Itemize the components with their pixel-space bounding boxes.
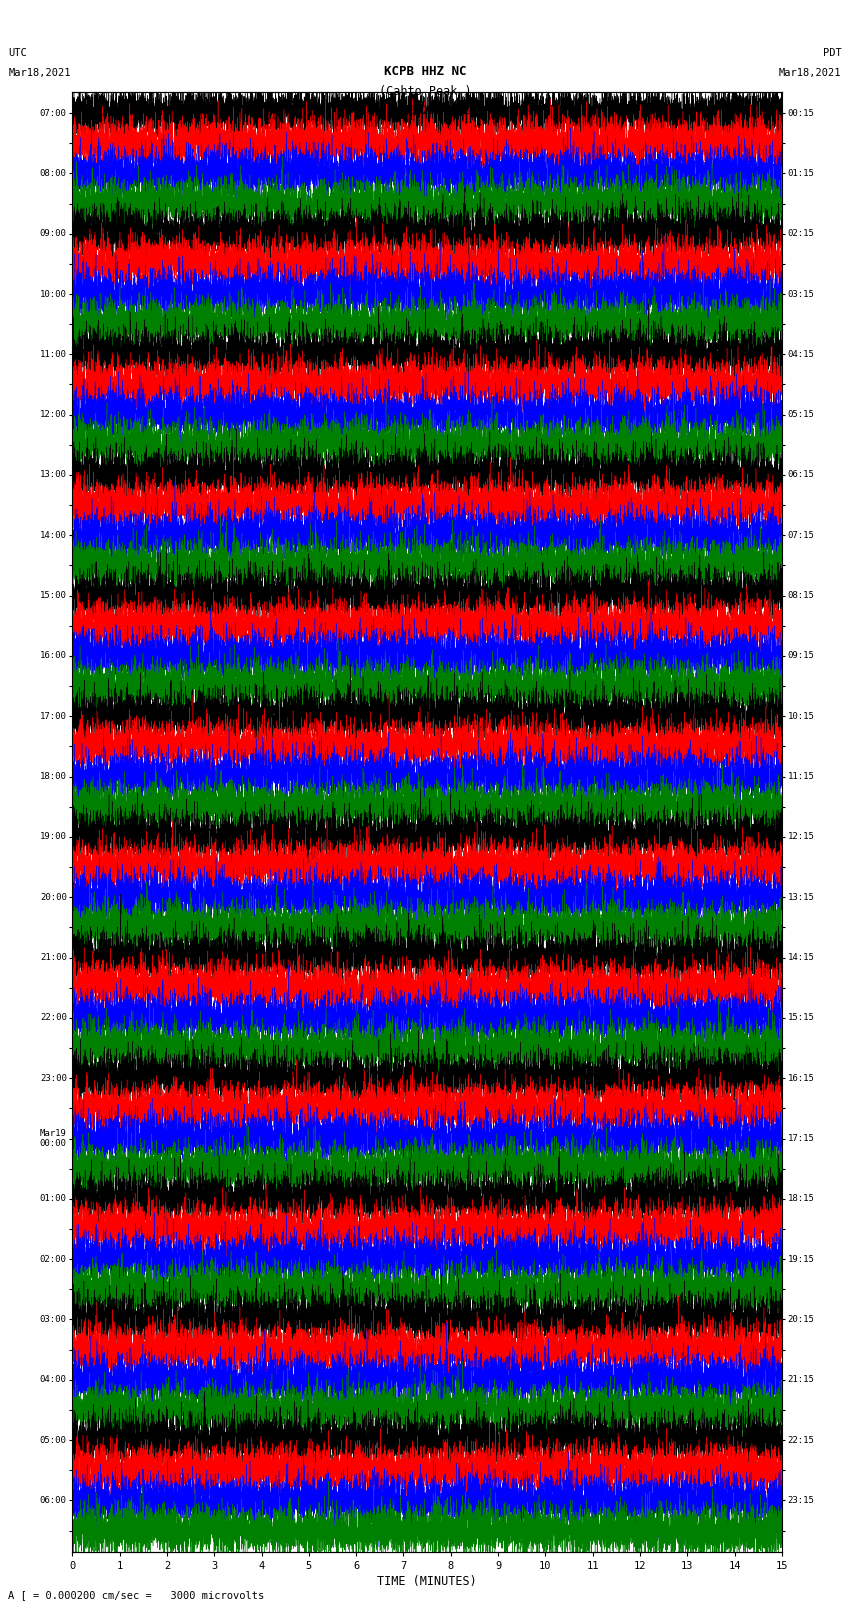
Text: I = 0.000200 cm/sec: I = 0.000200 cm/sec: [366, 106, 484, 116]
Text: (Cahto Peak ): (Cahto Peak ): [379, 85, 471, 98]
Text: Mar18,2021: Mar18,2021: [8, 68, 71, 77]
Text: Mar18,2021: Mar18,2021: [779, 68, 842, 77]
Text: A [ = 0.000200 cm/sec =   3000 microvolts: A [ = 0.000200 cm/sec = 3000 microvolts: [8, 1590, 264, 1600]
Text: KCPB HHZ NC: KCPB HHZ NC: [383, 65, 467, 77]
Text: UTC: UTC: [8, 48, 27, 58]
Text: PDT: PDT: [823, 48, 842, 58]
X-axis label: TIME (MINUTES): TIME (MINUTES): [377, 1574, 477, 1587]
